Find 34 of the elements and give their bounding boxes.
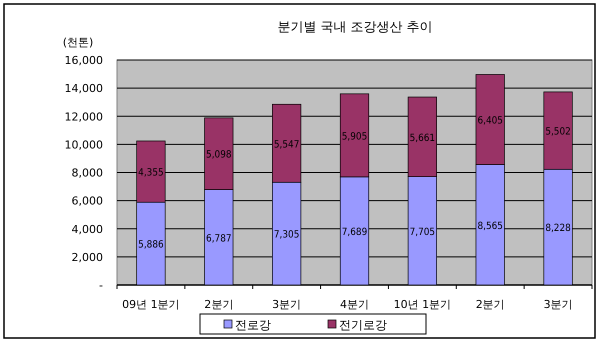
data-label: 8,228 — [545, 223, 574, 234]
data-label: 5,661 — [410, 132, 438, 144]
x-tick-label: 10년 1분기 — [394, 298, 452, 311]
x-tick-label: 3분기 — [272, 298, 302, 311]
data-label: 8,565 — [477, 220, 506, 232]
y-tick-label: 10,000 — [64, 138, 103, 152]
data-label: 7,705 — [410, 226, 438, 238]
x-tick-label: 09년 1분기 — [122, 298, 180, 311]
legend-label: 전기로강 — [339, 318, 387, 332]
x-tick-label: 3분기 — [544, 298, 573, 311]
legend-label: 전로강 — [235, 318, 271, 332]
y-axis-title: (천톤) — [62, 36, 94, 49]
y-tick-label: 4,000 — [72, 222, 103, 236]
data-label: 7,689 — [342, 226, 370, 238]
y-tick-label: - — [99, 279, 104, 292]
data-label: 5,502 — [545, 126, 574, 138]
y-tick-label: 12,000 — [64, 110, 103, 124]
data-label: 5,098 — [206, 150, 235, 161]
x-tick-label: 4분기 — [340, 298, 369, 311]
y-tick-label: 8,000 — [72, 166, 103, 180]
data-label: 6,405 — [477, 116, 506, 127]
y-tick-label: 2,000 — [72, 250, 103, 264]
x-tick-label: 2분기 — [476, 298, 505, 311]
y-tick-label: 16,000 — [64, 54, 103, 67]
data-label: 7,305 — [274, 230, 303, 241]
y-tick-label: 14,000 — [64, 82, 103, 96]
x-tick-label: 2분기 — [204, 298, 234, 311]
data-label: 5,886 — [138, 240, 167, 251]
data-label: 5,905 — [342, 131, 370, 142]
data-label: 5,547 — [274, 139, 303, 150]
y-tick-label: 6,000 — [72, 194, 103, 208]
chart-title: 분기별 국내 조강생산 추이 — [277, 20, 433, 35]
data-label: 4,355 — [138, 168, 167, 179]
data-label: 6,787 — [206, 233, 235, 244]
